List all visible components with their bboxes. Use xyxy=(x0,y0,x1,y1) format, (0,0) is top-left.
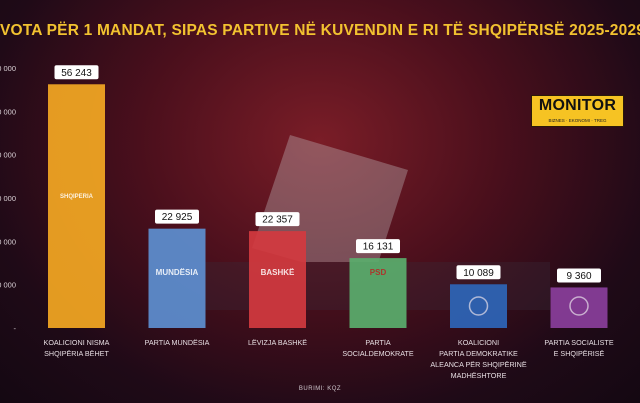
category-label: MADHËSHTORE xyxy=(451,371,507,380)
value-label: 22 357 xyxy=(262,215,293,226)
y-tick-label: 50 000 xyxy=(0,107,16,116)
value-label-box xyxy=(557,268,601,283)
bar-logo-emblem xyxy=(468,296,489,316)
category-label: ALEANCA PËR SHQIPËRINË xyxy=(430,360,526,369)
category-label: PARTIA MUNDËSIA xyxy=(145,338,210,347)
bars: SHQIPËRIA 56 243 MUNDËSIA 22 925 BASHKË 22 35… xyxy=(48,65,608,328)
category-label: PARTIA xyxy=(365,338,391,347)
category-label: LËVIZJA BASHKË xyxy=(248,338,307,347)
value-label-box xyxy=(456,265,501,280)
category-label: SHQIPËRIA BËHET xyxy=(44,349,109,358)
y-tick-label: 10 000 xyxy=(0,281,16,290)
bar xyxy=(550,287,608,328)
value-label: 10 089 xyxy=(463,268,494,279)
chart-title: VOTA PËR 1 MANDAT, SIPAS PARTIVE NË KUVE… xyxy=(0,22,640,39)
bar xyxy=(148,228,206,328)
bar xyxy=(349,258,407,328)
bar-logo-emblem xyxy=(569,296,589,316)
category-label: KOALICIONI NISMA xyxy=(44,338,110,347)
bar xyxy=(48,84,105,328)
bar-logo-text: SHQIPËRIA xyxy=(60,193,94,200)
y-tick-label: - xyxy=(14,324,17,333)
value-label: 56 243 xyxy=(61,68,92,79)
category-label: E SHQIPËRISË xyxy=(554,349,605,358)
category-label: PARTIA DEMOKRATIKE xyxy=(439,349,518,358)
y-tick-label: 40 000 xyxy=(0,151,16,160)
value-label-box xyxy=(356,239,400,254)
category-label: KOALICIONI xyxy=(458,338,499,347)
x-axis-labels: KOALICIONI NISMA SHQIPËRIA BËHET PARTIA MU… xyxy=(44,338,614,380)
value-label-box xyxy=(54,65,99,80)
bar xyxy=(249,231,306,328)
category-label: PARTIA SOCIALISTE xyxy=(544,338,613,347)
value-label: 22 925 xyxy=(162,212,193,223)
bar xyxy=(450,284,507,328)
value-label-box xyxy=(155,209,199,224)
bar-logo-text: BASHKË xyxy=(261,268,295,277)
logo-name: MONITOR xyxy=(538,97,617,114)
y-axis: - 10 000 20 000 30 000 40 000 50 000 60 000 xyxy=(0,64,17,333)
logo-tagline: BIZNES · EKONOMI · TREG xyxy=(548,118,607,123)
y-tick-label: 60 000 xyxy=(0,64,16,73)
category-label: SOCIALDEMOKRATE xyxy=(342,349,414,358)
value-label: 16 131 xyxy=(363,242,394,253)
y-tick-label: 20 000 xyxy=(0,237,16,246)
monitor-logo: MONITOR BIZNES · EKONOMI · TREG xyxy=(531,95,624,127)
y-tick-label: 30 000 xyxy=(0,194,16,203)
bar-logo-text: MUNDËSIA xyxy=(156,268,199,277)
value-label: 9 360 xyxy=(566,271,591,282)
bar-logo-text: PSD xyxy=(370,268,387,277)
source-note: BURIMI: KQZ xyxy=(298,386,342,392)
value-label-box xyxy=(255,212,300,227)
